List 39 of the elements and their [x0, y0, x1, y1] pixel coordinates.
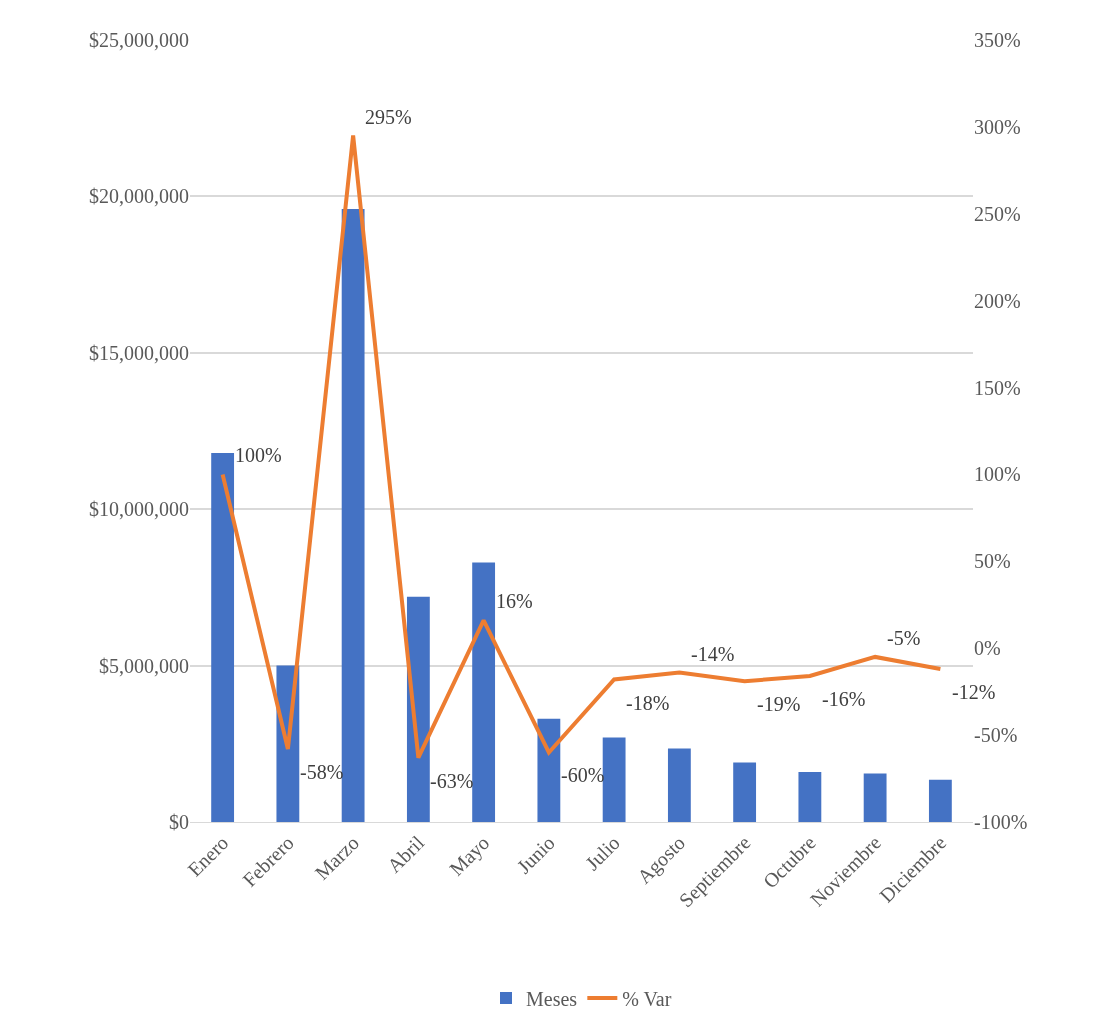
- bar: [667, 748, 691, 822]
- y-tick-label: $25,000,000: [89, 29, 189, 51]
- y2-tick-label: 150%: [974, 376, 1021, 399]
- y-tick-label: $5,000,000: [99, 654, 189, 677]
- legend-label: % Var: [622, 987, 672, 1010]
- data-label: -18%: [626, 692, 670, 714]
- data-label: 16%: [496, 590, 533, 612]
- y2-tick-label: 200%: [974, 289, 1021, 312]
- y2-tick-label: -50%: [974, 724, 1018, 747]
- y2-tick-label: 0%: [974, 637, 1001, 660]
- x-tick-label: Julio: [580, 831, 625, 875]
- y2-tick-label: -100%: [974, 811, 1028, 833]
- y2-tick-label: 350%: [974, 29, 1021, 51]
- data-label: 100%: [235, 444, 282, 466]
- y2-tick-label: 300%: [974, 115, 1021, 138]
- data-label: -19%: [757, 693, 801, 715]
- data-label: -5%: [887, 627, 921, 649]
- bar: [928, 779, 952, 822]
- bar: [537, 718, 561, 822]
- y-tick-label: $0: [169, 811, 189, 833]
- data-label: -16%: [822, 688, 866, 710]
- data-label: -12%: [952, 681, 996, 703]
- data-label: -14%: [691, 643, 735, 665]
- y-tick-label: $10,000,000: [89, 498, 189, 521]
- bar: [798, 771, 822, 822]
- bar: [602, 737, 626, 822]
- bar: [472, 562, 496, 822]
- bar: [863, 773, 887, 822]
- bar: [211, 452, 235, 822]
- y-tick-label: $15,000,000: [89, 341, 189, 364]
- y-tick-label: $20,000,000: [89, 185, 189, 208]
- legend-label: Meses: [526, 987, 578, 1010]
- y2-tick-label: 100%: [974, 463, 1021, 486]
- y2-tick-label: 50%: [974, 550, 1011, 573]
- y2-tick-label: 250%: [974, 202, 1021, 225]
- line-series: [220, 133, 943, 760]
- bar: [341, 208, 365, 822]
- data-label: 295%: [365, 106, 412, 128]
- bar: [733, 762, 757, 822]
